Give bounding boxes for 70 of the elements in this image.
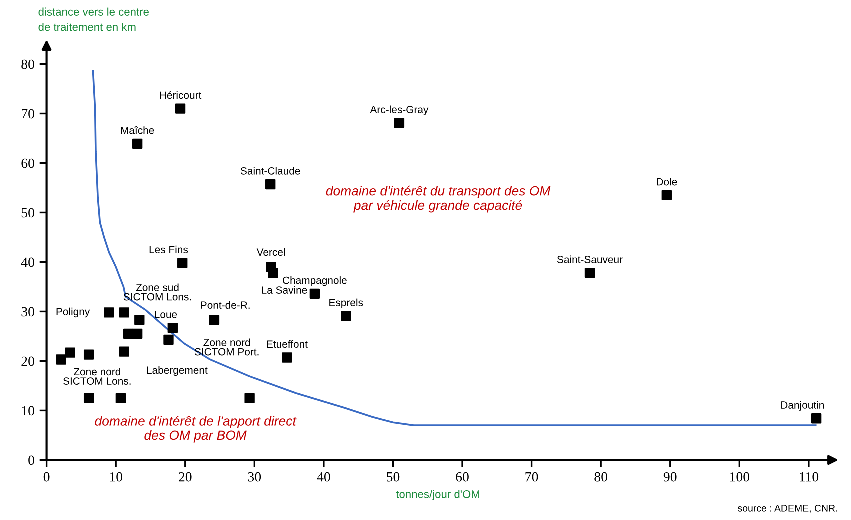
point (268, 268, 278, 278)
annotation: Héricourt (160, 91, 202, 100)
point (119, 346, 130, 357)
annotation: Saint-Claude (240, 167, 300, 175)
y-tick-label: 50 (22, 208, 34, 218)
y-tick-label: 80 (22, 60, 34, 70)
annotation: Arc-les-Gray (370, 106, 429, 116)
annotation: La Savine (262, 286, 308, 294)
x-tick-label: 110 (800, 472, 819, 482)
x-tick-label: 70 (526, 472, 538, 482)
point (178, 258, 188, 268)
annotation: Vercel (256, 248, 286, 256)
point (56, 354, 66, 365)
point (209, 315, 220, 326)
point (116, 393, 126, 404)
y-tick-label: 40 (21, 258, 34, 268)
x-tick-label: 100 (730, 472, 750, 482)
annotation: Esprels (330, 298, 364, 309)
point (104, 308, 114, 318)
annotation: Saint-Sauveur (557, 256, 623, 264)
y-tick-label: 30 (22, 307, 34, 317)
x-axis-title: tonnes/jour d'OM (396, 490, 480, 501)
point (84, 350, 94, 360)
y-tick-label: 60 (22, 158, 34, 168)
point (119, 308, 130, 318)
annotation: Etueffont (267, 340, 308, 348)
y-tick-label: 0 (28, 456, 34, 466)
annotation: Pont-de-R. (201, 301, 250, 310)
annotation: Les Fins (150, 246, 188, 254)
point (341, 311, 352, 322)
point (175, 104, 186, 114)
annotation: domaine d'intérêt de l'apport direct des OM par BOM (95, 416, 297, 443)
annotation: Loue (155, 311, 178, 318)
point (65, 348, 76, 358)
y-tick-label: 70 (22, 109, 34, 119)
source-note: source : ADEME, CNR. (738, 504, 838, 513)
x-tick-label: 20 (179, 472, 192, 482)
annotation: Zone nord SICTOM Lons. (64, 368, 131, 385)
annotation: Champagnole (283, 276, 347, 286)
y-axis-title: distance vers le centre de traitement en km (38, 8, 149, 32)
y-tick-label: 10 (22, 406, 34, 416)
annotation: Labergement (147, 366, 208, 376)
point (84, 393, 94, 404)
point (168, 322, 178, 334)
annotation: Poligny (56, 308, 90, 318)
point (662, 190, 672, 200)
point (164, 334, 174, 346)
point (132, 138, 143, 150)
annotation: Maîche (121, 126, 154, 134)
point (811, 414, 822, 424)
point (244, 393, 255, 404)
point (584, 268, 596, 278)
point (134, 315, 145, 326)
annotation: Dole (657, 178, 678, 186)
x-tick-label: 30 (248, 472, 262, 482)
point (394, 118, 405, 128)
x-tick-label: 10 (110, 472, 123, 482)
x-tick-label: 80 (594, 472, 608, 482)
x-tick-label: 0 (44, 472, 50, 482)
y-tick-label: 20 (22, 356, 34, 366)
x-tick-label: 60 (456, 472, 469, 482)
point (310, 288, 320, 299)
x-tick-label: 40 (317, 472, 330, 482)
x-tick-label: 50 (387, 472, 400, 482)
point (266, 179, 276, 190)
x-tick-label: 90 (664, 472, 677, 482)
annotation: domaine d'intérêt du transport des OM par véhicule grande capacité (326, 186, 551, 213)
annotation: Danjoutin (782, 401, 824, 411)
point (132, 328, 143, 340)
point (282, 352, 292, 363)
